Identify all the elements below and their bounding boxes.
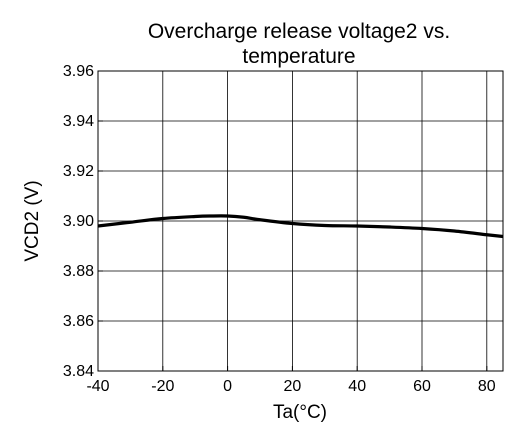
x-tick-label: -20: [151, 378, 174, 395]
x-axis-label: Ta(°C): [273, 402, 327, 423]
x-tick-labels: -40 -20 0 20 40 60 80: [86, 378, 495, 395]
y-tick-label: 3.86: [63, 313, 94, 330]
series-group: [97, 214, 504, 239]
x-tick-label: 40: [348, 378, 366, 395]
x-tick-label: 20: [284, 378, 302, 395]
y-tick-label: 3.84: [63, 363, 94, 380]
y-axis-label: VCD2 (V): [22, 180, 43, 261]
y-tick-label: 3.90: [63, 213, 94, 230]
y-tick-label: 3.88: [63, 263, 94, 280]
x-tick-label: 0: [223, 378, 232, 395]
x-tick-label: 60: [413, 378, 431, 395]
chart-title-line-1: Overcharge release voltage2 vs.: [148, 20, 450, 43]
y-tick-labels: 3.84 3.86 3.88 3.90 3.92 3.94 3.96: [63, 63, 94, 380]
chart-title-line-2: temperature: [242, 45, 355, 68]
y-tick-label: 3.92: [63, 163, 94, 180]
tick-marks: [97, 70, 488, 372]
x-tick-label: 80: [478, 378, 496, 395]
grid-lines: [98, 71, 503, 371]
series-line: [97, 214, 504, 239]
y-tick-label: 3.96: [63, 63, 94, 80]
y-tick-label: 3.94: [63, 113, 94, 130]
x-tick-label: -40: [86, 378, 109, 395]
